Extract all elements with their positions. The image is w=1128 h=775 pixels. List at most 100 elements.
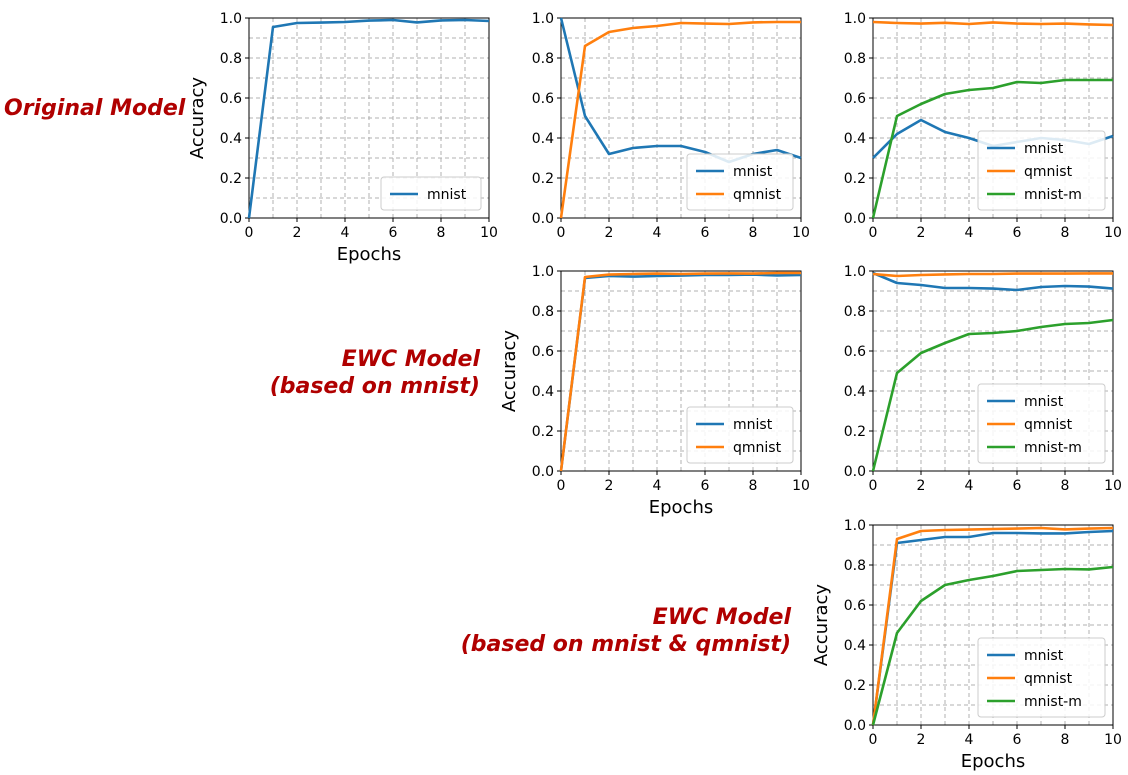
y-tick-label: 0.2 xyxy=(532,424,554,440)
y-tick-label: 0.6 xyxy=(844,344,866,360)
plot-frame xyxy=(248,17,490,219)
x-tick-label: 6 xyxy=(701,225,710,241)
y-tick-label: 0.0 xyxy=(844,464,866,480)
y-axis-label: Accuracy xyxy=(811,584,832,667)
plot-frame xyxy=(872,524,1114,726)
y-tick-label: 0.6 xyxy=(532,344,554,360)
y-tick-label: 0.8 xyxy=(844,558,866,574)
legend-box xyxy=(977,637,1106,718)
x-tick-label: 4 xyxy=(341,225,350,241)
legend: mnist xyxy=(380,176,482,211)
y-tick-label: 0.8 xyxy=(844,304,866,320)
x-tick-label: 2 xyxy=(293,225,302,241)
y-tick-label: 1.0 xyxy=(844,264,866,280)
y-axis-label: Accuracy xyxy=(187,77,208,160)
y-tick-label: 0.8 xyxy=(844,51,866,67)
x-tick-label: 2 xyxy=(917,732,926,748)
row-label-line: EWC Model xyxy=(652,605,791,630)
x-tick-label: 2 xyxy=(917,225,926,241)
y-tick-label: 0.4 xyxy=(844,131,866,147)
series-line-qmnist xyxy=(559,271,801,472)
chart-panel-6: 0 2 4 6 8 10 0.0 0.2 0.4 0.6 0.8 1.0 Epochs Accuracy m… xyxy=(811,518,1122,772)
x-tick-label: 2 xyxy=(605,225,614,241)
series-line-mnist xyxy=(872,271,1114,292)
x-tick-label: 8 xyxy=(749,225,758,241)
x-tick-label: 4 xyxy=(965,732,974,748)
x-tick-label: 4 xyxy=(965,478,974,494)
y-tick-label: 0.4 xyxy=(844,638,866,654)
chart-panel-3: 0 2 4 6 8 100.00.20.40.60.81.0mnistqmnistmnis… xyxy=(844,11,1122,241)
legend-label: mnist-m xyxy=(1024,694,1082,710)
x-tick-label: 0 xyxy=(869,478,878,494)
y-tick-label: 0.4 xyxy=(844,384,866,400)
x-tick-label: 2 xyxy=(605,478,614,494)
x-tick-label: 10 xyxy=(1104,225,1122,241)
x-tick-label: 4 xyxy=(653,478,662,494)
legend: mnist qmnist mnist-m xyxy=(977,637,1106,718)
legend-label: mnist xyxy=(1024,141,1064,157)
y-tick-label: 0.4 xyxy=(220,131,242,147)
y-tick-label: 0.6 xyxy=(844,91,866,107)
x-tick-label: 10 xyxy=(792,478,810,494)
x-tick-label: 8 xyxy=(1061,732,1070,748)
legend-label: mnist xyxy=(1024,648,1064,664)
legend-label: mnist-m xyxy=(1024,187,1082,203)
y-tick-label: 0.4 xyxy=(532,131,554,147)
y-tick-label: 1.0 xyxy=(844,11,866,27)
series-line-mnist-m xyxy=(871,78,1113,219)
legend-label: mnist xyxy=(733,417,773,433)
x-axis-label: Epochs xyxy=(337,244,402,265)
y-tick-label: 0.2 xyxy=(844,171,866,187)
legend-label: qmnist xyxy=(1024,417,1073,433)
x-tick-label: 0 xyxy=(557,478,566,494)
x-tick-label: 8 xyxy=(749,478,758,494)
x-tick-label: 0 xyxy=(245,225,254,241)
y-tick-label: 0.0 xyxy=(532,464,554,480)
series-line-qmnist xyxy=(872,20,1114,27)
series-line-mnist xyxy=(871,529,1114,726)
y-axis-label: Accuracy xyxy=(499,330,520,413)
x-tick-label: 6 xyxy=(1013,732,1022,748)
x-tick-label: 0 xyxy=(557,225,566,241)
plot-frame xyxy=(560,270,802,472)
y-tick-label: 0.2 xyxy=(844,678,866,694)
plot-frame xyxy=(872,17,1114,219)
y-tick-label: 0.8 xyxy=(532,304,554,320)
legend-label: mnist xyxy=(1024,394,1064,410)
y-tick-label: 0.2 xyxy=(532,171,554,187)
chart-panel-1: 0 2 4 6 8 10 0.0 0.2 0.4 0.6 0.8 1.0 Epochs Accuracy m… xyxy=(187,11,498,265)
row-label-line: (based on mnist & qmnist) xyxy=(460,632,791,657)
legend-box xyxy=(380,176,482,211)
series-line-mnist-m xyxy=(871,318,1114,472)
chart-panel-5: 0 2 4 6 8 100.00.20.40.60.81.0mnistqmnistmnis… xyxy=(844,264,1122,494)
y-tick-label: 0.6 xyxy=(844,598,866,614)
row-label-line: (based on mnist) xyxy=(269,374,480,399)
x-tick-label: 10 xyxy=(1104,732,1122,748)
legend-box xyxy=(686,153,794,211)
legend: mnist qmnist xyxy=(686,153,794,211)
x-tick-label: 8 xyxy=(1061,478,1070,494)
x-tick-label: 8 xyxy=(437,225,446,241)
x-tick-label: 6 xyxy=(1013,478,1022,494)
y-tick-label: 0.4 xyxy=(532,384,554,400)
y-tick-label: 0.2 xyxy=(220,171,242,187)
x-tick-label: 6 xyxy=(701,478,710,494)
legend-label: mnist xyxy=(427,187,467,203)
row-label-original-model: Original Model xyxy=(4,95,185,122)
x-tick-label: 6 xyxy=(1013,225,1022,241)
legend: mnist qmnist mnist-m xyxy=(977,130,1106,211)
x-tick-label: 10 xyxy=(480,225,498,241)
y-tick-label: 0.0 xyxy=(220,211,242,227)
y-tick-label: 1.0 xyxy=(220,11,242,27)
y-tick-label: 0.6 xyxy=(220,91,242,107)
row-label-ewc-mnist: EWC Model (based on mnist) xyxy=(270,346,480,400)
y-tick-label: 1.0 xyxy=(532,11,554,27)
x-axis-label: Epochs xyxy=(649,497,714,518)
series-line-qmnist xyxy=(872,272,1113,278)
y-tick-label: 0.0 xyxy=(844,718,866,734)
y-tick-label: 0.6 xyxy=(532,91,554,107)
x-tick-label: 10 xyxy=(792,225,810,241)
legend: mnist qmnist xyxy=(686,406,794,464)
y-tick-label: 0.2 xyxy=(844,424,866,440)
y-tick-label: 0.8 xyxy=(532,51,554,67)
